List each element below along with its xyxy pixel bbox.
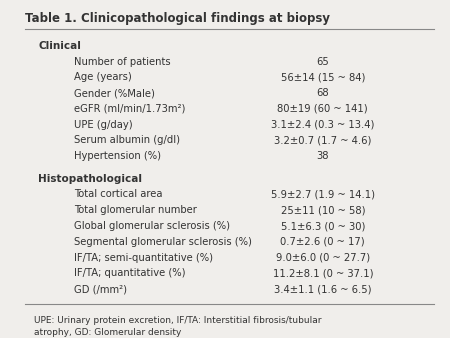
Text: eGFR (ml/min/1.73m²): eGFR (ml/min/1.73m²) [74,104,185,114]
Text: Table 1. Clinicopathological findings at biopsy: Table 1. Clinicopathological findings at… [25,12,330,25]
Text: IF/TA; quantitative (%): IF/TA; quantitative (%) [74,268,185,279]
Text: Number of patients: Number of patients [74,56,171,67]
Text: 38: 38 [316,151,329,161]
Text: 68: 68 [316,88,329,98]
Text: 56±14 (15 ~ 84): 56±14 (15 ~ 84) [281,72,365,82]
Text: 5.9±2.7 (1.9 ~ 14.1): 5.9±2.7 (1.9 ~ 14.1) [271,190,375,199]
Text: UPE (g/day): UPE (g/day) [74,120,132,130]
Text: Hypertension (%): Hypertension (%) [74,151,161,161]
Text: 25±11 (10 ~ 58): 25±11 (10 ~ 58) [280,205,365,215]
Text: Serum albumin (g/dl): Serum albumin (g/dl) [74,136,180,145]
Text: 80±19 (60 ~ 141): 80±19 (60 ~ 141) [278,104,368,114]
Text: Histopathological: Histopathological [38,174,142,184]
Text: 3.1±2.4 (0.3 ~ 13.4): 3.1±2.4 (0.3 ~ 13.4) [271,120,374,130]
Text: 0.7±2.6 (0 ~ 17): 0.7±2.6 (0 ~ 17) [280,237,365,247]
Text: UPE: Urinary protein excretion, IF/TA: Interstitial fibrosis/tubular
atrophy, GD: UPE: Urinary protein excretion, IF/TA: I… [34,316,321,337]
Text: Global glomerular sclerosis (%): Global glomerular sclerosis (%) [74,221,230,231]
Text: 11.2±8.1 (0 ~ 37.1): 11.2±8.1 (0 ~ 37.1) [273,268,373,279]
Text: Gender (%Male): Gender (%Male) [74,88,155,98]
Text: 5.1±6.3 (0 ~ 30): 5.1±6.3 (0 ~ 30) [281,221,365,231]
Text: 3.4±1.1 (1.6 ~ 6.5): 3.4±1.1 (1.6 ~ 6.5) [274,284,372,294]
Text: Clinical: Clinical [38,41,81,51]
Text: 9.0±6.0 (0 ~ 27.7): 9.0±6.0 (0 ~ 27.7) [276,252,370,263]
Text: IF/TA; semi-quantitative (%): IF/TA; semi-quantitative (%) [74,252,213,263]
Text: Total cortical area: Total cortical area [74,190,162,199]
Text: GD (/mm²): GD (/mm²) [74,284,127,294]
Text: 3.2±0.7 (1.7 ~ 4.6): 3.2±0.7 (1.7 ~ 4.6) [274,136,371,145]
Text: Age (years): Age (years) [74,72,132,82]
Text: 65: 65 [316,56,329,67]
Text: Segmental glomerular sclerosis (%): Segmental glomerular sclerosis (%) [74,237,252,247]
Text: Total glomerular number: Total glomerular number [74,205,197,215]
